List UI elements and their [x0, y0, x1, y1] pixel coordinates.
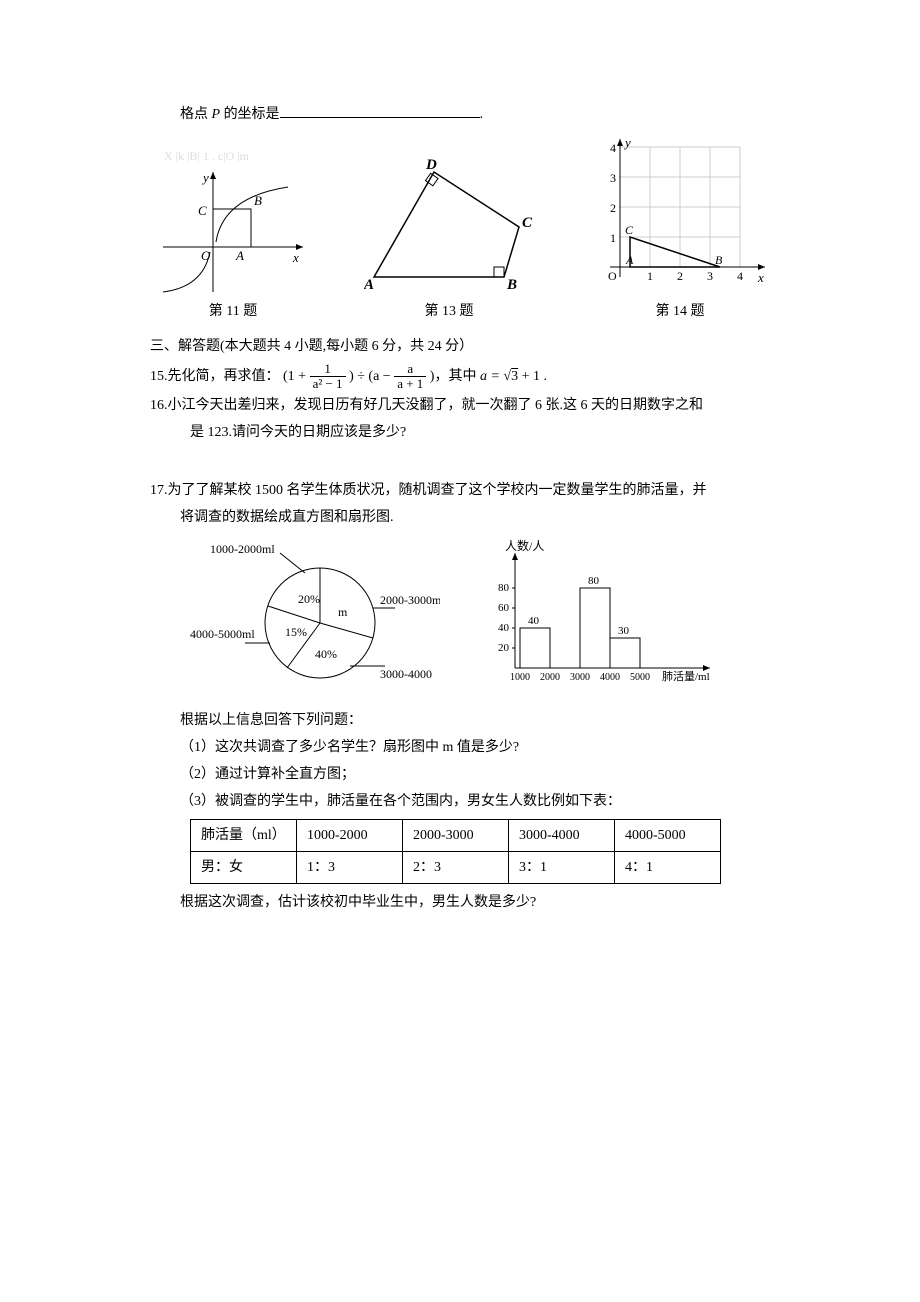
svg-text:4: 4 — [737, 269, 743, 283]
svg-text:2: 2 — [677, 269, 683, 283]
fig13-D: D — [425, 157, 437, 173]
svg-text:60: 60 — [498, 602, 510, 614]
q15-expr: (1 + 1a² − 1 ) ÷ (a − aa + 1 )，其中 a = √3… — [283, 369, 547, 384]
svg-text:5000: 5000 — [630, 672, 650, 683]
q17-line1: 17.为了了解某校 1500 名学生体质状况，随机调查了这个学校内一定数量学生的… — [150, 478, 770, 503]
svg-text:3: 3 — [610, 171, 616, 185]
fig11-B: B — [254, 193, 262, 208]
fig11-caption: 第 11 题 — [158, 299, 308, 324]
table-cell: 1000-2000 — [297, 819, 403, 851]
figure-11: X |k |B| 1 . c|O |m y x O A B C 第 11 题 — [158, 146, 308, 325]
fig11-svg: y x O A B C — [158, 167, 308, 297]
svg-text:2: 2 — [610, 201, 616, 215]
svg-text:80: 80 — [498, 582, 510, 594]
fig14-O: O — [608, 269, 617, 283]
fig11-x: x — [292, 250, 299, 265]
table-cell: 1：3 — [297, 851, 403, 883]
svg-text:20%: 20% — [298, 592, 320, 606]
q16-line2: 是 123.请问今天的日期应该是多少? — [150, 420, 770, 445]
svg-text:1: 1 — [647, 269, 653, 283]
table-cell: 2000-3000 — [403, 819, 509, 851]
q17-after2: 根据这次调查，估计该校初中毕业生中，男生人数是多少? — [150, 890, 770, 915]
svg-text:20: 20 — [498, 642, 510, 654]
table-cell: 4：1 — [615, 851, 721, 883]
table-cell: 3：1 — [509, 851, 615, 883]
svg-text:3000-4000: 3000-4000 — [380, 667, 432, 681]
q15: 15.先化简，再求值： (1 + 1a² − 1 ) ÷ (a − aa + 1… — [150, 362, 770, 392]
q17-sub2: （2）通过计算补全直方图； — [150, 762, 770, 787]
svg-text:2000-3000ml: 2000-3000ml — [380, 593, 440, 607]
table-cell: 男：女 — [191, 851, 297, 883]
fig13-A: A — [364, 277, 374, 293]
q17-sub3: （3）被调查的学生中，肺活量在各个范围内，男女生人数比例如下表： — [150, 789, 770, 814]
svg-text:m: m — [338, 605, 348, 619]
q17-line2: 将调查的数据绘成直方图和扇形图. — [150, 505, 770, 530]
q17-after1: 根据以上信息回答下列问题： — [150, 708, 770, 733]
fig13-caption: 第 13 题 — [364, 299, 534, 324]
table-cell: 肺活量（ml） — [191, 819, 297, 851]
fig14-svg: y x O 1 2 3 4 1 2 3 4 A B C — [590, 137, 770, 297]
blank-line — [280, 103, 480, 118]
suffix: . — [480, 107, 484, 122]
text-b: 的坐标是 — [220, 107, 280, 122]
svg-text:肺活量/ml: 肺活量/ml — [662, 670, 710, 683]
fig13-svg: A B C D — [364, 157, 534, 297]
svg-text:1000-2000ml: 1000-2000ml — [210, 542, 275, 556]
q16-line1: 16.小江今天出差归来，发现日历有好几天没翻了，就一次翻了 6 张.这 6 天的… — [150, 393, 770, 418]
q17-sub1: （1）这次共调查了多少名学生？扇形图中 m 值是多少? — [150, 735, 770, 760]
q17-pie: 20% 15% 40% m 1000-2000ml 2000-3000ml 30… — [190, 538, 440, 698]
var-p: P — [212, 107, 221, 122]
fig14-B: B — [715, 253, 723, 267]
q17-table: 肺活量（ml） 1000-2000 2000-3000 3000-4000 40… — [190, 819, 721, 884]
q15-lead: 15.先化简，再求值： — [150, 369, 280, 384]
svg-text:15%: 15% — [285, 625, 307, 639]
section3-heading: 三、解答题(本大题共 4 小题,每小题 6 分，共 24 分） — [150, 334, 770, 359]
svg-text:80: 80 — [588, 575, 600, 587]
fig11-C: C — [198, 203, 207, 218]
figure-13: A B C D 第 13 题 — [364, 157, 534, 324]
svg-text:2000: 2000 — [540, 672, 560, 683]
fig13-B: B — [506, 277, 517, 293]
svg-text:40%: 40% — [315, 647, 337, 661]
figures-row: X |k |B| 1 . c|O |m y x O A B C 第 11 题 A… — [158, 137, 770, 324]
figure-14: y x O 1 2 3 4 1 2 3 4 A B C 第 14 题 — [590, 137, 770, 324]
svg-text:3: 3 — [707, 269, 713, 283]
svg-text:40: 40 — [498, 622, 510, 634]
fig11-y: y — [201, 170, 209, 185]
svg-text:4000-5000ml: 4000-5000ml — [190, 627, 255, 641]
fig14-caption: 第 14 题 — [590, 299, 770, 324]
top-fragment: 格点 P 的坐标是. — [150, 102, 770, 127]
fig14-x: x — [757, 270, 764, 285]
fig14-y: y — [623, 137, 631, 150]
table-row: 肺活量（ml） 1000-2000 2000-3000 3000-4000 40… — [191, 819, 721, 851]
fig14-C: C — [625, 223, 634, 237]
svg-text:1000: 1000 — [510, 672, 530, 683]
text-a: 格点 — [180, 107, 212, 122]
svg-text:人数/人: 人数/人 — [505, 538, 544, 553]
table-cell: 3000-4000 — [509, 819, 615, 851]
fig11-A: A — [235, 248, 244, 263]
fig11-O: O — [201, 248, 211, 263]
svg-text:4000: 4000 — [600, 672, 620, 683]
q17-charts: 20% 15% 40% m 1000-2000ml 2000-3000ml 30… — [190, 538, 770, 698]
svg-text:30: 30 — [618, 625, 630, 637]
table-cell: 4000-5000 — [615, 819, 721, 851]
table-cell: 2：3 — [403, 851, 509, 883]
fig11-watermark: X |k |B| 1 . c|O |m — [164, 146, 308, 168]
svg-text:40: 40 — [528, 615, 540, 627]
q17-bar: 人数/人 20 40 60 80 40 80 30 1000 2000 3000… — [470, 538, 730, 698]
fig14-A: A — [625, 253, 634, 267]
svg-text:3000: 3000 — [570, 672, 590, 683]
svg-text:1: 1 — [610, 231, 616, 245]
svg-text:4: 4 — [610, 141, 616, 155]
table-row: 男：女 1：3 2：3 3：1 4：1 — [191, 851, 721, 883]
fig13-C: C — [522, 215, 533, 231]
